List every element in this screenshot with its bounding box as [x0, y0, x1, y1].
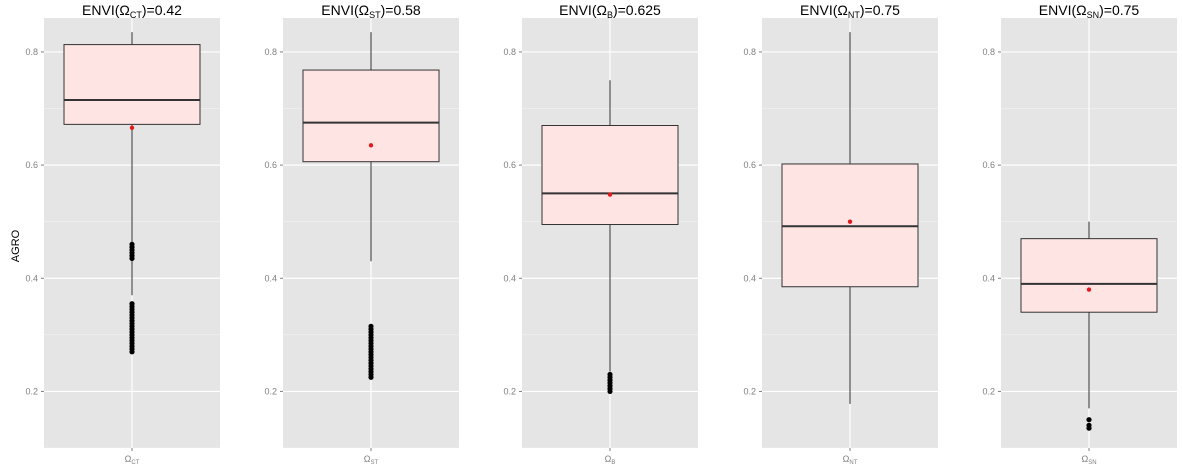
iqr-box	[63, 44, 201, 125]
x-tick-label-base: Ω	[364, 454, 371, 464]
title-base: ENVI(Ω	[559, 2, 607, 18]
y-tick-label: 0.6	[264, 160, 277, 170]
x-tick-label: ΩST	[364, 454, 379, 466]
y-tick-label: 0.6	[743, 160, 756, 170]
y-tick-label: 0.6	[503, 160, 516, 170]
y-tick-label: 0.6	[982, 160, 995, 170]
y-tick-label: 0.2	[25, 386, 38, 396]
x-tick-label-sub: NT	[849, 460, 857, 466]
x-tick-label: ΩB	[605, 454, 616, 466]
y-tick-label: 0.4	[743, 273, 756, 283]
panel-title: ENVI(ΩCT)=0.42	[82, 2, 182, 20]
y-tick-label: 0.8	[264, 47, 277, 57]
title-tail: )=0.75	[1099, 2, 1139, 18]
panel-title: ENVI(ΩSN)=0.75	[1039, 2, 1140, 20]
iqr-box	[541, 125, 679, 226]
iqr-box	[302, 69, 440, 163]
panel-title: ENVI(ΩB)=0.625	[559, 2, 661, 20]
y-tick-label: 0.4	[982, 273, 995, 283]
title-base: ENVI(Ω	[321, 2, 369, 18]
x-tick-label-sub: B	[611, 460, 615, 466]
y-tick-label: 0.4	[264, 273, 277, 283]
x-tick-label-base: Ω	[125, 454, 132, 464]
x-tick-label: ΩCT	[125, 454, 140, 466]
outlier-point	[1086, 422, 1092, 428]
x-tick-label: ΩSN	[1081, 454, 1096, 466]
title-tail: )=0.58	[381, 2, 421, 18]
y-tick-label: 0.2	[503, 386, 516, 396]
panel-title: ENVI(ΩST)=0.58	[321, 2, 421, 20]
y-tick-label: 0.8	[982, 47, 995, 57]
outlier-point	[1086, 417, 1092, 423]
title-tail: )=0.75	[860, 2, 900, 18]
mean-point	[129, 125, 135, 130]
x-tick-label-sub: SN	[1088, 460, 1096, 466]
x-tick-label-base: Ω	[1081, 454, 1088, 464]
x-tick-label-sub: CT	[131, 460, 139, 466]
title-sub: ST	[369, 10, 381, 20]
title-sub: B	[607, 10, 613, 20]
y-tick-label: 0.4	[503, 273, 516, 283]
panels-group: 0.20.40.60.8ΩCTENVI(ΩCT)=0.420.20.40.60.…	[25, 2, 1177, 466]
title-sub: SN	[1087, 10, 1100, 20]
outlier-point	[368, 323, 374, 329]
title-sub: NT	[848, 10, 860, 20]
mean-point	[1086, 287, 1092, 292]
title-sub: CT	[130, 10, 142, 20]
mean-point	[847, 219, 853, 224]
title-tail: )=0.42	[142, 2, 182, 18]
title-base: ENVI(Ω	[1039, 2, 1087, 18]
y-tick-label: 0.2	[743, 386, 756, 396]
outlier-point	[129, 241, 135, 247]
y-tick-label: 0.8	[743, 47, 756, 57]
title-base: ENVI(Ω	[82, 2, 130, 18]
x-tick-label: ΩNT	[843, 454, 858, 466]
y-axis-title: AGRO	[10, 229, 22, 262]
mean-point	[368, 143, 374, 148]
outlier-point	[129, 301, 135, 307]
y-tick-label: 0.8	[25, 47, 38, 57]
title-base: ENVI(Ω	[800, 2, 848, 18]
mean-point	[607, 192, 613, 197]
x-tick-label-sub: ST	[371, 460, 379, 466]
title-tail: )=0.625	[613, 2, 661, 18]
y-tick-label: 0.2	[264, 386, 277, 396]
x-tick-label-base: Ω	[605, 454, 612, 464]
y-tick-label: 0.6	[25, 160, 38, 170]
outlier-point	[607, 371, 613, 378]
y-tick-label: 0.2	[982, 386, 995, 396]
panel-title: ENVI(ΩNT)=0.75	[800, 2, 900, 20]
iqr-box	[1020, 238, 1158, 313]
y-tick-label: 0.8	[503, 47, 516, 57]
y-tick-label: 0.4	[25, 273, 38, 283]
x-tick-label-base: Ω	[843, 454, 850, 464]
